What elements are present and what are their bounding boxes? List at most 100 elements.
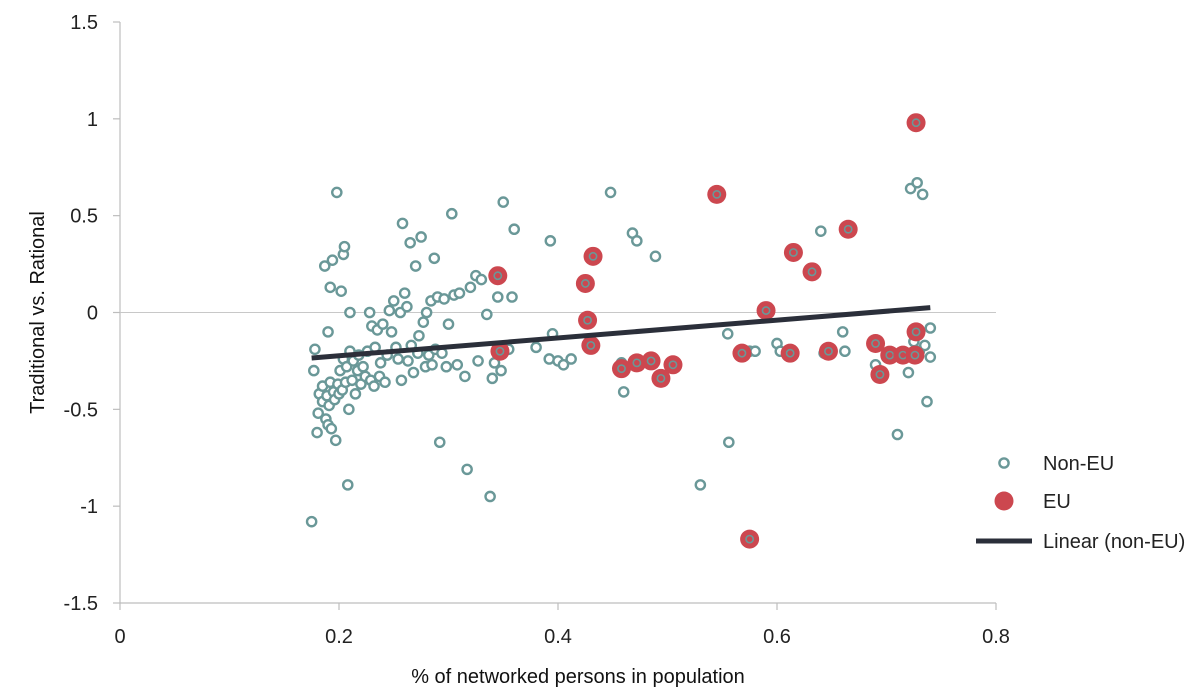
non-eu-point	[404, 236, 416, 249]
eu-point	[627, 353, 647, 373]
non-eu-point	[338, 240, 351, 253]
x-tick-label: 0.8	[982, 626, 1010, 648]
non-eu-point	[379, 376, 391, 389]
eu-point-overlay	[843, 224, 853, 234]
x-tick-label: 0.4	[544, 626, 572, 648]
non-eu-point	[649, 250, 662, 263]
non-eu-point	[440, 360, 453, 373]
non-eu-point	[836, 326, 849, 338]
eu-point	[490, 341, 510, 361]
legend-trend-label: Linear (non-EU)	[1043, 531, 1185, 553]
non-eu-point	[438, 293, 450, 305]
eu-point	[906, 113, 926, 133]
y-tick-label: 1	[87, 109, 98, 131]
eu-point	[707, 184, 727, 204]
non-eu-point	[433, 436, 446, 449]
non-eu-point	[344, 306, 356, 319]
eu-point-overlay	[910, 350, 920, 360]
eu-point	[880, 345, 900, 365]
legend-eu-marker	[994, 491, 1014, 511]
eu-point-overlay	[583, 315, 592, 325]
y-tick-label: 0.5	[70, 206, 98, 228]
eu-point	[612, 359, 632, 379]
eu-points	[488, 113, 926, 549]
eu-point-overlay	[737, 348, 747, 358]
non-eu-point	[891, 428, 904, 441]
eu-point	[740, 529, 760, 549]
non-eu-point	[491, 291, 504, 303]
non-eu-point	[495, 364, 507, 377]
eu-point-overlay	[875, 370, 885, 379]
non-eu-point	[694, 479, 707, 491]
non-eu-point	[329, 434, 342, 447]
non-eu-point	[484, 490, 496, 503]
non-eu-point	[311, 426, 323, 439]
non-eu-point	[916, 188, 929, 201]
non-eu-point	[921, 395, 933, 408]
y-tick-label: -1.5	[64, 593, 98, 615]
eu-point-overlay	[712, 189, 722, 199]
eu-point	[866, 333, 886, 353]
non-eu-point	[357, 360, 369, 373]
non-eu-point	[815, 225, 827, 237]
y-tick-label: -0.5	[64, 399, 98, 421]
non-eu-point	[392, 353, 404, 365]
non-eu-point	[341, 479, 354, 491]
x-tick-labels: 0 0.2 0.4 0.6 0.8	[114, 603, 1010, 648]
y-axis-title: Traditional vs. Rational	[27, 211, 49, 414]
eu-point-overlay	[911, 118, 921, 128]
non-eu-point	[924, 322, 937, 334]
non-eu-point	[924, 351, 937, 363]
non-eu-point	[415, 231, 427, 243]
non-eu-point	[497, 196, 510, 208]
eu-point	[663, 355, 683, 375]
non-eu-point	[749, 345, 761, 358]
eu-point-overlay	[617, 364, 626, 374]
x-tick-label: 0	[114, 626, 125, 648]
eu-point-overlay	[761, 306, 771, 315]
eu-point-overlay	[911, 327, 921, 337]
non-eu-point	[331, 186, 343, 199]
non-eu-point	[604, 186, 617, 199]
non-eu-point	[506, 291, 518, 303]
eu-point	[818, 341, 838, 361]
non-eu-point	[383, 304, 396, 317]
legend-non-eu-marker	[998, 457, 1010, 469]
non-eu-point	[402, 355, 414, 367]
non-eu-point	[308, 364, 320, 377]
non-eu-point	[442, 318, 455, 330]
x-tick-label: 0.6	[763, 626, 791, 648]
eu-point-overlay	[580, 279, 590, 288]
non-eu-point	[428, 252, 441, 265]
eu-point	[756, 301, 776, 321]
eu-point	[870, 364, 890, 384]
non-eu-point	[631, 235, 643, 247]
eu-point	[651, 368, 671, 388]
eu-point-overlay	[885, 350, 895, 360]
non-eu-point	[322, 326, 334, 338]
non-eu-point	[420, 306, 433, 319]
eu-point-overlay	[789, 248, 798, 257]
non-eu-point	[413, 329, 425, 342]
non-eu-point	[481, 308, 493, 321]
x-axis-title: % of networked persons in population	[411, 666, 745, 688]
trend-line	[311, 305, 931, 361]
non-eu-point	[309, 343, 321, 356]
non-eu-point	[508, 223, 521, 236]
eu-point	[581, 335, 601, 355]
eu-point	[732, 343, 752, 363]
eu-point-overlay	[785, 348, 795, 358]
non-eu-point	[617, 386, 630, 398]
eu-point	[780, 343, 800, 363]
legend-eu-label: EU	[1043, 491, 1071, 513]
non-eu-point	[426, 358, 438, 371]
non-eu-point	[453, 287, 466, 299]
non-eu-point	[374, 357, 387, 369]
non-eu-point	[325, 422, 338, 435]
non-eu-point	[305, 515, 318, 528]
non-eu-point	[376, 318, 389, 330]
eu-point	[906, 322, 926, 342]
legend-non-eu-label: Non-EU	[1043, 453, 1114, 475]
non-eu-point	[312, 407, 324, 420]
non-eu-point	[409, 260, 422, 272]
